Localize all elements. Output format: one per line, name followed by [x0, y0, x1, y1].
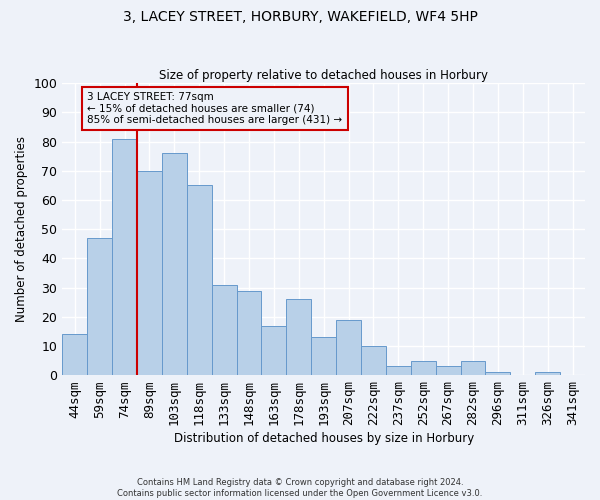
Bar — [535, 372, 560, 375]
Bar — [187, 186, 212, 375]
Y-axis label: Number of detached properties: Number of detached properties — [15, 136, 28, 322]
Bar — [411, 360, 436, 375]
Bar — [236, 290, 262, 375]
Bar — [485, 372, 511, 375]
Bar — [386, 366, 411, 375]
Bar — [162, 154, 187, 375]
Bar — [62, 334, 87, 375]
Title: Size of property relative to detached houses in Horbury: Size of property relative to detached ho… — [159, 69, 488, 82]
Bar — [436, 366, 461, 375]
Bar — [212, 284, 236, 375]
Bar — [112, 138, 137, 375]
Bar — [336, 320, 361, 375]
Text: 3, LACEY STREET, HORBURY, WAKEFIELD, WF4 5HP: 3, LACEY STREET, HORBURY, WAKEFIELD, WF4… — [122, 10, 478, 24]
Bar — [311, 337, 336, 375]
Text: 3 LACEY STREET: 77sqm
← 15% of detached houses are smaller (74)
85% of semi-deta: 3 LACEY STREET: 77sqm ← 15% of detached … — [87, 92, 343, 125]
Bar — [137, 171, 162, 375]
Bar — [87, 238, 112, 375]
Text: Contains HM Land Registry data © Crown copyright and database right 2024.
Contai: Contains HM Land Registry data © Crown c… — [118, 478, 482, 498]
Bar — [286, 300, 311, 375]
Bar — [262, 326, 286, 375]
Bar — [361, 346, 386, 375]
X-axis label: Distribution of detached houses by size in Horbury: Distribution of detached houses by size … — [173, 432, 474, 445]
Bar — [461, 360, 485, 375]
